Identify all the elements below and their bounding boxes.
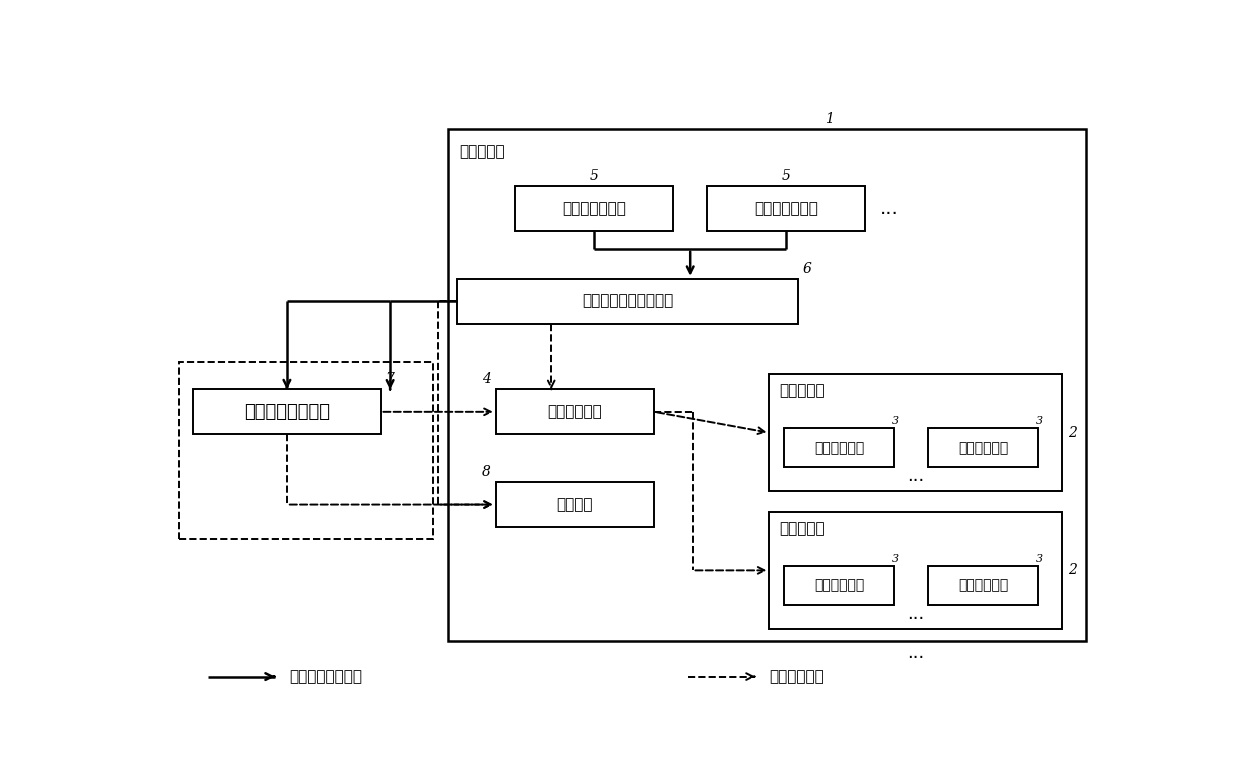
Text: 3: 3 (891, 416, 898, 427)
Text: ...: ... (907, 643, 924, 662)
Text: 3: 3 (1036, 554, 1042, 564)
Text: 特征气体探测器: 特征气体探测器 (755, 201, 818, 216)
Text: 7: 7 (385, 372, 394, 386)
Text: 8: 8 (482, 465, 491, 479)
Bar (784, 428, 895, 467)
Text: 电池管理系统: 电池管理系统 (548, 404, 602, 420)
Text: 储能电池模组: 储能电池模组 (958, 441, 1009, 455)
Text: 3: 3 (1036, 416, 1042, 427)
Text: 2: 2 (1068, 563, 1077, 577)
Text: 储能电站监控系统: 储能电站监控系统 (244, 402, 330, 421)
Text: 4: 4 (482, 372, 491, 386)
Text: 6: 6 (803, 262, 812, 276)
Text: ...: ... (907, 467, 924, 485)
Bar (707, 186, 865, 231)
Text: 储能电池簇: 储能电池簇 (779, 521, 825, 536)
Bar (457, 279, 798, 323)
Text: 储能电池舱: 储能电池舱 (460, 144, 504, 159)
Text: 3: 3 (891, 554, 898, 564)
Bar (784, 566, 895, 605)
Bar (193, 389, 380, 434)
Bar (515, 186, 674, 231)
Text: 储能电池簇: 储能电池簇 (779, 383, 825, 399)
Text: 1: 1 (825, 112, 834, 126)
Text: 5: 5 (782, 169, 790, 183)
Text: ...: ... (880, 199, 898, 218)
Text: 储能电池模组: 储能电池模组 (814, 441, 864, 455)
Bar (769, 512, 1062, 629)
Bar (496, 389, 654, 434)
Text: 气体浓度信息通道: 气体浓度信息通道 (290, 669, 362, 684)
Bar (447, 129, 1087, 641)
Text: ...: ... (907, 605, 924, 622)
Text: 2: 2 (1068, 426, 1077, 440)
Text: 控制命令通道: 控制命令通道 (769, 669, 824, 684)
Text: 特征气体探测器: 特征气体探测器 (563, 201, 626, 216)
Text: 储能电池模组: 储能电池模组 (958, 578, 1009, 592)
Text: 储能电池模组: 储能电池模组 (814, 578, 864, 592)
Text: 消防系统: 消防系统 (556, 497, 593, 512)
Bar (928, 566, 1038, 605)
Bar (769, 375, 1062, 491)
Bar (496, 482, 654, 527)
Text: 5: 5 (590, 169, 598, 183)
Bar (928, 428, 1038, 467)
Text: 气体浓度判断上送单元: 气体浓度判断上送单元 (582, 294, 674, 308)
Bar (178, 362, 434, 539)
